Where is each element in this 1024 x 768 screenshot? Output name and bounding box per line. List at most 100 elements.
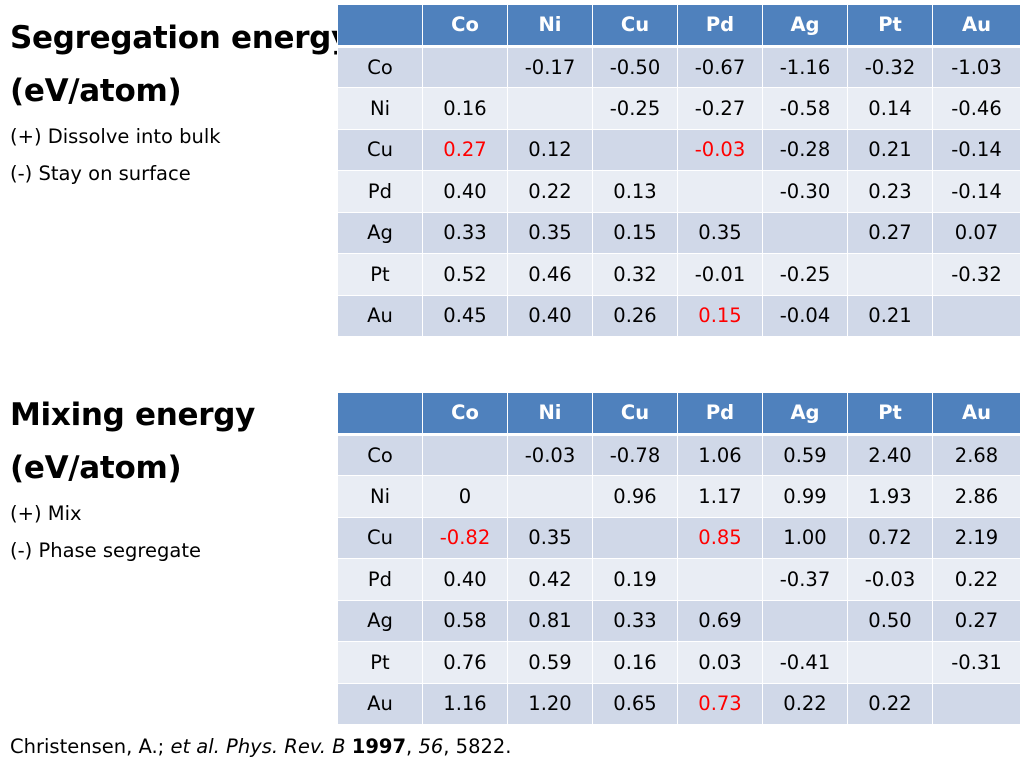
table-row: Ni 0.16 -0.25 -0.27 -0.58 0.14 -0.46 — [337, 87, 1021, 130]
table-cell: -0.41 — [762, 641, 848, 684]
table-cell: 0.40 — [507, 294, 593, 337]
row-label: Co — [337, 45, 423, 88]
table-cell: -0.01 — [677, 253, 763, 296]
table-cell: -0.14 — [932, 128, 1021, 171]
table-cell: 0.96 — [592, 475, 678, 518]
table-cell: 0.99 — [762, 475, 848, 518]
table-row: Au 0.45 0.40 0.26 0.15 -0.04 0.21 — [337, 294, 1021, 337]
table-cell: 2.40 — [847, 433, 933, 476]
table-cell: -0.17 — [507, 45, 593, 88]
table-row: Pd 0.40 0.42 0.19 -0.37 -0.03 0.22 — [337, 558, 1021, 601]
highlighted-cell: 0.15 — [677, 294, 763, 337]
table-cell — [762, 211, 848, 254]
mixing-units: (eV/atom) — [10, 450, 182, 486]
row-label: Ni — [337, 475, 423, 518]
table-cell: 0.16 — [592, 641, 678, 684]
header-ni: Ni — [507, 4, 593, 48]
segregation-note-negative: (-) Stay on surface — [10, 162, 191, 185]
table-cell: 0 — [422, 475, 508, 518]
table-cell: 0.19 — [592, 558, 678, 601]
highlighted-cell: -0.82 — [422, 516, 508, 559]
table-row: Pd 0.40 0.22 0.13 -0.30 0.23 -0.14 — [337, 170, 1021, 213]
table-cell: 0.58 — [422, 599, 508, 642]
table-cell: -0.32 — [932, 253, 1021, 296]
header-au: Au — [932, 392, 1021, 436]
table-cell: 0.12 — [507, 128, 593, 171]
row-label: Co — [337, 433, 423, 476]
mixing-note-negative: (-) Phase segregate — [10, 539, 201, 562]
table-cell: 0.45 — [422, 294, 508, 337]
header-ag: Ag — [762, 392, 848, 436]
table-row: Cu 0.27 0.12 -0.03 -0.28 0.21 -0.14 — [337, 128, 1021, 171]
table-cell: 0.23 — [847, 170, 933, 213]
table-cell: -0.03 — [507, 433, 593, 476]
table-cell: 0.22 — [932, 558, 1021, 601]
header-corner — [337, 392, 423, 436]
highlighted-cell: 0.27 — [422, 128, 508, 171]
citation-journal: et al. Phys. Rev. B — [170, 735, 346, 758]
row-label: Pt — [337, 253, 423, 296]
header-pd: Pd — [677, 392, 763, 436]
table-cell — [847, 641, 933, 684]
row-label: Ni — [337, 87, 423, 130]
row-label: Cu — [337, 128, 423, 171]
table-cell: 0.35 — [677, 211, 763, 254]
table-row: Pt 0.76 0.59 0.16 0.03 -0.41 -0.31 — [337, 641, 1021, 684]
table-header-row: Co Ni Cu Pd Ag Pt Au — [337, 392, 1021, 436]
header-au: Au — [932, 4, 1021, 48]
table-cell: -0.46 — [932, 87, 1021, 130]
table-cell: 0.21 — [847, 128, 933, 171]
table-cell — [592, 516, 678, 559]
mixing-title: Mixing energy — [10, 397, 256, 433]
table-cell: 0.27 — [932, 599, 1021, 642]
row-label: Pd — [337, 558, 423, 601]
table-cell: 1.20 — [507, 682, 593, 725]
table-cell: 0.07 — [932, 211, 1021, 254]
header-corner — [337, 4, 423, 48]
table-cell: -0.14 — [932, 170, 1021, 213]
header-pd: Pd — [677, 4, 763, 48]
table-cell — [592, 128, 678, 171]
table-row: Cu -0.82 0.35 0.85 1.00 0.72 2.19 — [337, 516, 1021, 559]
row-label: Ag — [337, 599, 423, 642]
table-cell: 1.16 — [422, 682, 508, 725]
table-cell: -0.03 — [847, 558, 933, 601]
table-cell: 0.81 — [507, 599, 593, 642]
table-cell: 0.32 — [592, 253, 678, 296]
table-cell: 0.52 — [422, 253, 508, 296]
mixing-note-positive: (+) Mix — [10, 502, 82, 525]
table-cell: 1.93 — [847, 475, 933, 518]
table-cell: 0.69 — [677, 599, 763, 642]
header-co: Co — [422, 392, 508, 436]
table-row: Au 1.16 1.20 0.65 0.73 0.22 0.22 — [337, 682, 1021, 725]
table-cell: -0.32 — [847, 45, 933, 88]
table-row: Co -0.17 -0.50 -0.67 -1.16 -0.32 -1.03 — [337, 45, 1021, 88]
citation-volume: 56 — [418, 735, 444, 758]
table-cell: -0.67 — [677, 45, 763, 88]
row-label: Pd — [337, 170, 423, 213]
segregation-energy-table: Co Ni Cu Pd Ag Pt Au Co -0.17 -0.50 -0.6… — [337, 4, 1021, 337]
table-row: Pt 0.52 0.46 0.32 -0.01 -0.25 -0.32 — [337, 253, 1021, 296]
header-co: Co — [422, 4, 508, 48]
table-row: Co -0.03 -0.78 1.06 0.59 2.40 2.68 — [337, 433, 1021, 476]
table-cell: -0.78 — [592, 433, 678, 476]
header-ag: Ag — [762, 4, 848, 48]
table-cell: 0.59 — [762, 433, 848, 476]
citation-sep: , — [443, 735, 456, 758]
header-ni: Ni — [507, 392, 593, 436]
table-cell — [762, 599, 848, 642]
table-cell: 0.33 — [592, 599, 678, 642]
table-cell: 0.16 — [422, 87, 508, 130]
table-cell: 1.06 — [677, 433, 763, 476]
header-cu: Cu — [592, 4, 678, 48]
table-cell: -0.25 — [592, 87, 678, 130]
table-cell: 0.03 — [677, 641, 763, 684]
citation: Christensen, A.; et al. Phys. Rev. B 199… — [10, 735, 512, 758]
row-label: Ag — [337, 211, 423, 254]
table-cell: -0.30 — [762, 170, 848, 213]
table-header-row: Co Ni Cu Pd Ag Pt Au — [337, 4, 1021, 48]
highlighted-cell: 0.73 — [677, 682, 763, 725]
mixing-label-block: Mixing energy (eV/atom) (+) Mix (-) Phas… — [10, 389, 255, 569]
table-cell: 0.35 — [507, 516, 593, 559]
table-cell: -0.28 — [762, 128, 848, 171]
